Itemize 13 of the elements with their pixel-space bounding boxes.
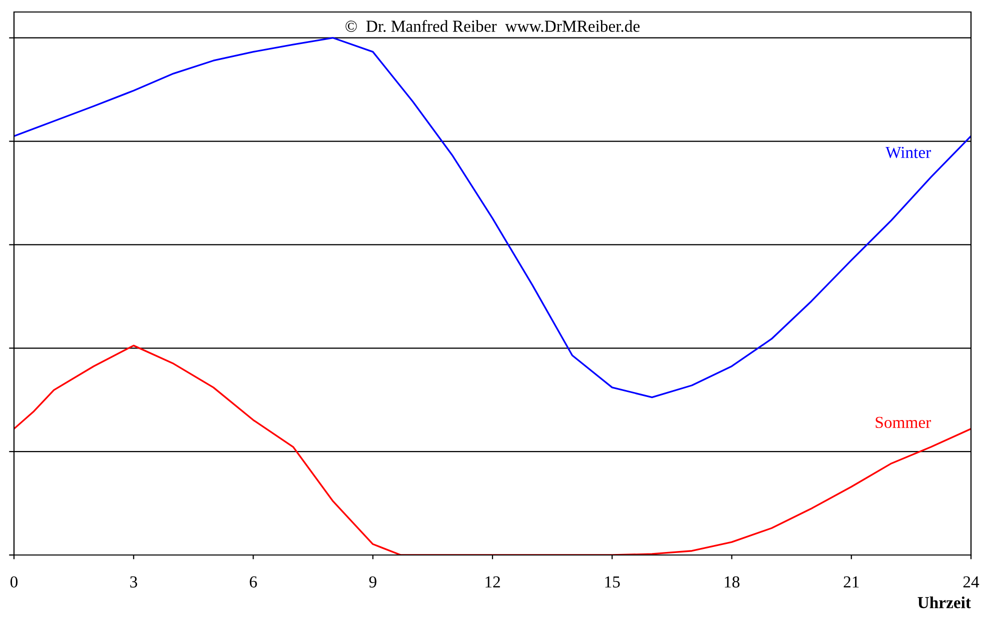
x-tick-label: 24 (963, 576, 980, 588)
x-tick-label: 18 (724, 576, 740, 588)
text: © Dr. Manfred Reiber www.DrMReiber.de (346, 20, 640, 32)
x-tick-label: 12 (486, 576, 500, 588)
x-tick-label: 0 (10, 576, 18, 588)
x-tick-label: 3 (130, 576, 138, 588)
x-tick-label: 15 (605, 576, 620, 588)
x-tick-label: 21 (844, 576, 859, 588)
series-label: Winter (886, 146, 931, 158)
series-label: Sommer (876, 416, 931, 428)
x-tick-label: 6 (250, 576, 257, 588)
x-axis-title: Uhrzeit (918, 596, 971, 608)
x-tick-label: 9 (369, 576, 376, 588)
